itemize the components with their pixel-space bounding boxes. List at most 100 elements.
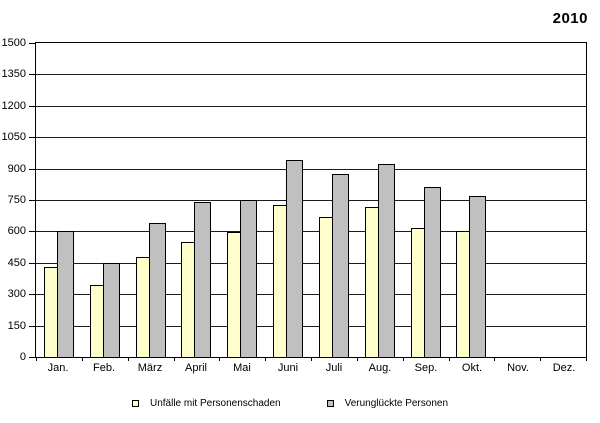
y-axis-tick xyxy=(29,137,36,139)
x-axis-label: Okt. xyxy=(461,362,483,374)
x-axis-tick xyxy=(586,357,587,361)
x-axis-tick xyxy=(219,357,221,361)
bar-verungluckte-juli xyxy=(331,173,349,357)
x-axis-tick xyxy=(36,357,37,361)
y-axis-tick xyxy=(29,200,36,201)
bar-verungluckte-märz xyxy=(148,223,166,357)
bar-unfaelle-märz xyxy=(135,256,150,357)
x-axis-tick xyxy=(540,357,542,361)
x-axis-label: Aug. xyxy=(368,362,392,374)
gridline xyxy=(36,231,586,233)
legend-marker-icon xyxy=(131,400,139,407)
gridline xyxy=(36,262,586,264)
month-group-april xyxy=(173,43,219,357)
gridline xyxy=(36,294,586,296)
x-axis-tick xyxy=(127,357,129,361)
legend: Unfälle mit Personenschaden Verunglückte … xyxy=(0,398,580,409)
x-axis-label: Dez. xyxy=(552,362,576,374)
x-axis-label: Feb. xyxy=(92,362,115,374)
y-axis-label: 1200 xyxy=(1,99,26,112)
plot-area: 0 150 300 450 600 750 900 1050 1200 1350 1500 xyxy=(2,37,587,363)
x-axis-tick xyxy=(173,357,175,361)
bar-unfaelle-juni xyxy=(273,205,288,357)
legend-entry-unfaelle: Unfälle mit Personenschaden xyxy=(131,398,281,409)
x-axis-tick xyxy=(494,357,496,361)
y-axis-label: 1350 xyxy=(1,68,26,81)
bar-verungluckte-okt xyxy=(469,195,487,357)
legend-label: Unfälle mit Personenschaden xyxy=(149,398,281,409)
bar-unfaelle-okt xyxy=(456,231,471,357)
y-axis-tick xyxy=(29,231,36,233)
bar-unfaelle-sep xyxy=(410,228,425,357)
month-group-mai xyxy=(219,43,265,357)
y-axis-label: 150 xyxy=(7,319,26,332)
y-axis-label: 600 xyxy=(7,225,26,238)
bar-unfaelle-feb xyxy=(89,284,104,357)
y-axis-tick xyxy=(29,262,36,264)
bar-verungluckte-aug xyxy=(377,164,395,357)
y-axis-label: 1500 xyxy=(1,37,26,49)
bars-container xyxy=(36,43,586,357)
y-axis-label: 750 xyxy=(7,194,26,206)
x-axis-tick xyxy=(265,357,267,361)
x-axis-labels: Jan. Feb. März April Mai Juni Juli Aug. Sep. Okt.… xyxy=(35,362,587,374)
bar-unfaelle-mai xyxy=(227,232,242,357)
bar-verungluckte-feb xyxy=(102,262,120,357)
y-axis-label: 1050 xyxy=(1,131,26,144)
month-group-dez xyxy=(540,43,586,357)
y-axis-tick xyxy=(29,43,36,44)
legend-label: Verunglückte Personen xyxy=(344,398,449,409)
y-axis-tick xyxy=(29,357,36,358)
x-axis-label: Sep. xyxy=(414,362,438,374)
x-axis-tick xyxy=(81,357,83,361)
bar-unfaelle-jan xyxy=(43,267,58,357)
y-axis-tick xyxy=(29,294,36,296)
x-axis-label: Juni xyxy=(277,362,299,374)
bar-unfaelle-juli xyxy=(318,216,333,357)
bar-unfaelle-april xyxy=(181,241,196,357)
x-axis-tick xyxy=(402,357,404,361)
x-axis-label: Nov. xyxy=(507,362,529,374)
y-axis-tick xyxy=(29,168,36,170)
month-group-märz xyxy=(128,43,174,357)
month-group-juli xyxy=(311,43,357,357)
x-axis-tick xyxy=(356,357,358,361)
gridline xyxy=(36,168,586,170)
month-group-feb xyxy=(82,43,128,357)
month-group-jan xyxy=(36,43,82,357)
bar-verungluckte-mai xyxy=(240,200,258,357)
gridline xyxy=(36,137,586,139)
y-axis-label: 900 xyxy=(7,162,26,175)
month-group-sep xyxy=(403,43,449,357)
chart-title: 2010 xyxy=(552,10,588,27)
x-axis-tick xyxy=(448,357,450,361)
bar-verungluckte-jan xyxy=(56,231,74,357)
x-axis-label: Juli xyxy=(325,362,343,374)
y-axis-label: 450 xyxy=(7,256,26,269)
month-group-okt xyxy=(448,43,494,357)
y-axis-tick xyxy=(29,325,36,327)
gridline xyxy=(36,105,586,107)
bar-verungluckte-sep xyxy=(423,187,441,357)
month-group-juni xyxy=(265,43,311,357)
x-axis-label: April xyxy=(184,362,207,374)
y-axis-tick xyxy=(29,74,36,76)
bar-unfaelle-aug xyxy=(364,207,379,357)
gridline xyxy=(36,325,586,327)
bar-verungluckte-juni xyxy=(286,160,304,357)
y-axis-tick xyxy=(29,105,36,107)
y-axis-label: 0 xyxy=(19,351,26,363)
legend-entry-verungluckte: Verunglückte Personen xyxy=(326,398,449,409)
gridline xyxy=(36,200,586,201)
x-axis-label: Jan. xyxy=(47,362,69,374)
x-axis-tick xyxy=(311,357,312,361)
month-group-nov xyxy=(494,43,540,357)
gridline xyxy=(36,74,586,76)
x-axis-label: Mai xyxy=(233,362,251,374)
month-group-aug xyxy=(357,43,403,357)
bar-verungluckte-april xyxy=(194,202,212,357)
x-axis-label: März xyxy=(137,362,163,374)
legend-marker-icon xyxy=(326,400,334,407)
y-axis-label: 300 xyxy=(7,288,26,301)
